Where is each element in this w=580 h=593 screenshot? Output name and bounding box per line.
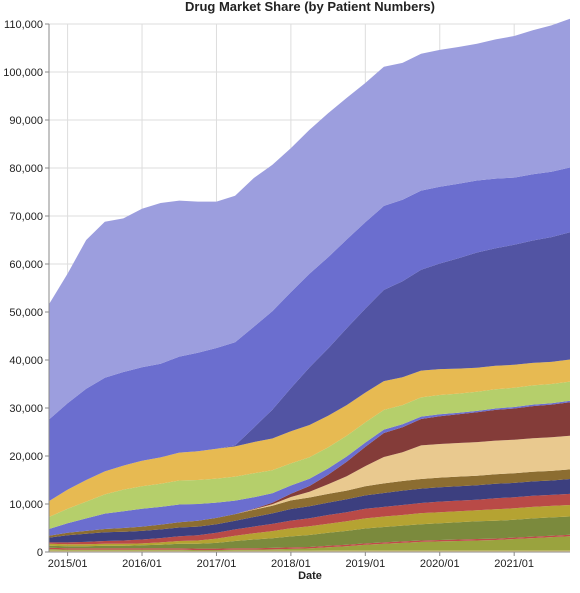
stream-area-7 (49, 479, 570, 543)
stream-area-10 (49, 402, 570, 536)
y-tick-label: 70,000 (9, 211, 43, 223)
x-tick-label: 2016/01 (122, 558, 162, 570)
stream-area-11 (49, 400, 570, 536)
y-tick-label: 90,000 (9, 115, 43, 127)
stream-area-15 (49, 167, 570, 502)
stream-area-14 (49, 232, 570, 502)
y-tick-label: 110,000 (4, 19, 43, 31)
chart-title: Drug Market Share (by Patient Numbers) (185, 0, 435, 14)
x-axis-title: Date (298, 570, 322, 582)
stream-area-12 (49, 381, 570, 529)
stream-area-3 (49, 534, 570, 551)
stream-area-8 (49, 469, 570, 538)
x-tick-label: 2019/01 (345, 558, 385, 570)
stream-area-6 (49, 493, 570, 545)
y-tick-label: 20,000 (9, 451, 43, 463)
y-tick-label: 100,000 (3, 67, 43, 79)
x-tick-label: 2018/01 (271, 558, 311, 570)
y-tick-label: 40,000 (9, 355, 43, 367)
x-tick-label: 2020/01 (420, 558, 460, 570)
stream-area-13 (49, 359, 570, 517)
stream-areas (49, 18, 570, 552)
y-tick-label: 10,000 (9, 499, 43, 511)
y-tick-label: 50,000 (9, 307, 43, 319)
y-tick-label: 30,000 (9, 403, 43, 415)
stream-area-5 (49, 505, 570, 547)
y-tick-label: 80,000 (9, 163, 43, 175)
x-tick-label: 2017/01 (197, 558, 237, 570)
x-tick-label: 2015/01 (48, 558, 88, 570)
y-tick-label: 0 (37, 547, 43, 559)
x-tick-label: 2021/01 (494, 558, 534, 570)
axes: 0 10,000 20,000 30,000 40,000 50,000 60,000 70,… (3, 19, 570, 570)
y-tick-label: 60,000 (9, 259, 43, 271)
stream-area-4 (49, 516, 570, 549)
stream-area-16 (49, 18, 570, 420)
stream-area-2 (49, 536, 570, 551)
stream-area-9 (49, 435, 570, 536)
